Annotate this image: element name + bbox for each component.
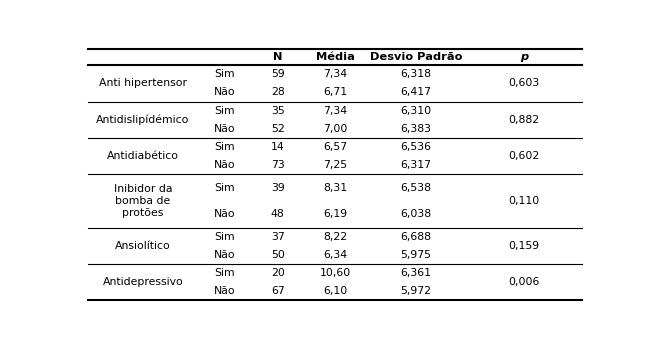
Text: Antidepressivo: Antidepressivo <box>103 277 183 287</box>
Text: 6,34: 6,34 <box>323 250 347 260</box>
Text: 6,57: 6,57 <box>323 142 347 152</box>
Text: 6,383: 6,383 <box>401 124 432 134</box>
Text: p: p <box>520 52 528 62</box>
Text: 6,317: 6,317 <box>401 160 432 170</box>
Text: 73: 73 <box>271 160 285 170</box>
Text: 20: 20 <box>271 268 285 278</box>
Text: 6,310: 6,310 <box>400 106 432 116</box>
Text: 5,975: 5,975 <box>401 250 432 260</box>
Text: 6,536: 6,536 <box>401 142 432 152</box>
Text: 10,60: 10,60 <box>319 268 351 278</box>
Text: Não: Não <box>214 124 235 134</box>
Text: 67: 67 <box>271 286 285 296</box>
Text: Desvio Padrão: Desvio Padrão <box>370 52 462 62</box>
Text: 6,538: 6,538 <box>401 183 432 193</box>
Text: 52: 52 <box>271 124 285 134</box>
Text: Sim: Sim <box>214 183 235 193</box>
Text: Média: Média <box>316 52 355 62</box>
Text: Sim: Sim <box>214 142 235 152</box>
Text: 0,006: 0,006 <box>508 277 539 287</box>
Text: 7,34: 7,34 <box>323 106 347 116</box>
Text: 59: 59 <box>271 69 285 79</box>
Text: 6,038: 6,038 <box>400 209 432 219</box>
Text: 8,22: 8,22 <box>323 232 347 242</box>
Text: Antidiabético: Antidiabético <box>107 151 179 161</box>
Text: 8,31: 8,31 <box>323 183 347 193</box>
Text: 28: 28 <box>271 88 285 97</box>
Text: Sim: Sim <box>214 268 235 278</box>
Text: 7,25: 7,25 <box>323 160 347 170</box>
Text: Não: Não <box>214 209 235 219</box>
Text: 48: 48 <box>271 209 285 219</box>
Text: 6,19: 6,19 <box>323 209 347 219</box>
Text: Sim: Sim <box>214 106 235 116</box>
Text: 6,417: 6,417 <box>401 88 432 97</box>
Text: 37: 37 <box>271 232 285 242</box>
Text: 0,603: 0,603 <box>508 78 539 88</box>
Text: Inibidor da
bomba de
protões: Inibidor da bomba de protões <box>114 184 172 218</box>
Text: 6,688: 6,688 <box>401 232 432 242</box>
Text: 0,110: 0,110 <box>508 196 539 206</box>
Text: Sim: Sim <box>214 232 235 242</box>
Text: Não: Não <box>214 286 235 296</box>
Text: 5,972: 5,972 <box>401 286 432 296</box>
Text: 0,602: 0,602 <box>508 151 539 161</box>
Text: Não: Não <box>214 160 235 170</box>
Text: Ansiolítico: Ansiolítico <box>115 241 170 251</box>
Text: 0,882: 0,882 <box>509 115 539 125</box>
Text: 7,00: 7,00 <box>323 124 347 134</box>
Text: 7,34: 7,34 <box>323 69 347 79</box>
Text: Não: Não <box>214 88 235 97</box>
Text: Antidislipídémico: Antidislipídémico <box>96 115 189 125</box>
Text: 6,10: 6,10 <box>323 286 347 296</box>
Text: Não: Não <box>214 250 235 260</box>
Text: 35: 35 <box>271 106 285 116</box>
Text: Sim: Sim <box>214 69 235 79</box>
Text: N: N <box>273 52 283 62</box>
Text: 50: 50 <box>271 250 285 260</box>
Text: Anti hipertensor: Anti hipertensor <box>99 78 187 88</box>
Text: 6,318: 6,318 <box>401 69 432 79</box>
Text: 0,159: 0,159 <box>509 241 539 251</box>
Text: 39: 39 <box>271 183 285 193</box>
Text: 14: 14 <box>271 142 285 152</box>
Text: 6,71: 6,71 <box>323 88 347 97</box>
Text: 6,361: 6,361 <box>401 268 432 278</box>
